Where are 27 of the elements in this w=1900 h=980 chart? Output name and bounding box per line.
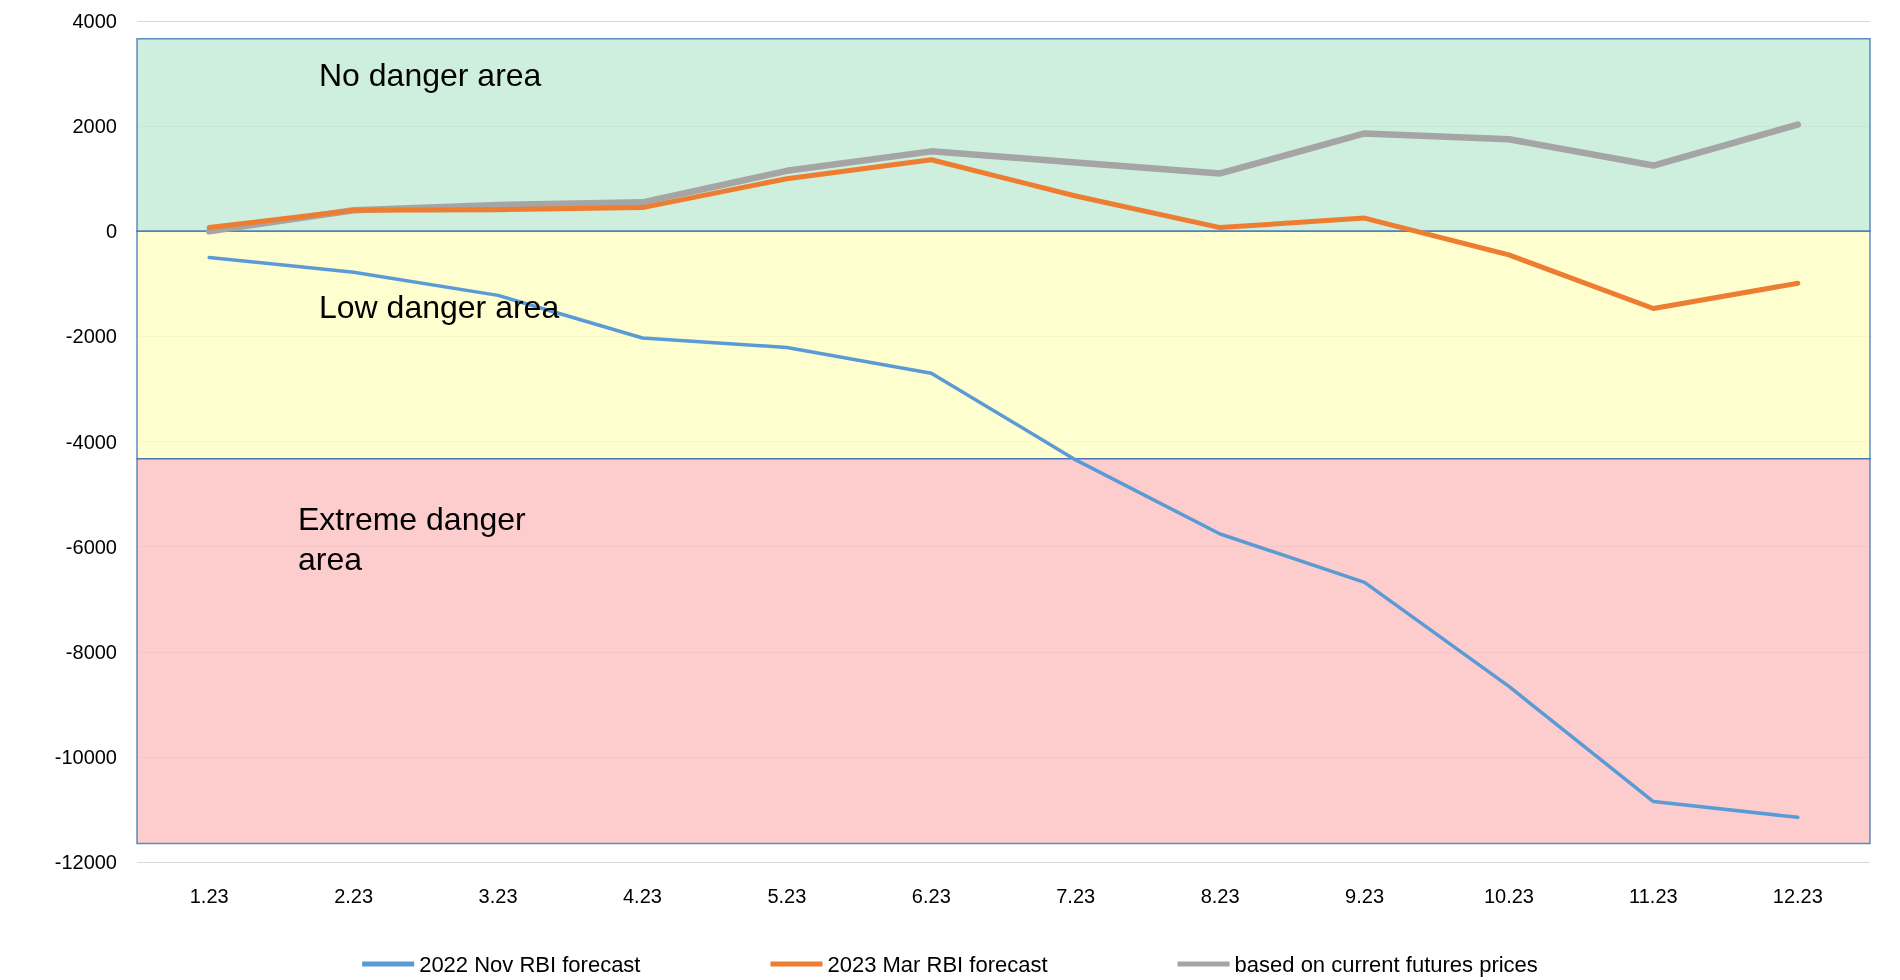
x-tick-label: 5.23 — [767, 885, 807, 907]
y-tick-label: 4000 — [72, 10, 117, 32]
y-tick-label: -6000 — [65, 535, 117, 558]
band-label: Extreme danger area — [298, 500, 527, 577]
legend-label: 2022 Nov RBI forecast — [419, 951, 641, 977]
x-tick-label: 7.23 — [1056, 885, 1096, 907]
y-tick-label: -2000 — [65, 325, 117, 348]
x-tick-label: 8.23 — [1200, 885, 1240, 907]
y-tick-label: -4000 — [65, 430, 117, 453]
y-tick-label: -8000 — [65, 640, 117, 663]
x-tick-label: 11.23 — [1629, 885, 1678, 907]
x-tick-label: 12.23 — [1772, 885, 1823, 907]
x-tick-label: 3.23 — [478, 885, 518, 907]
y-tick-label: 0 — [105, 220, 117, 243]
x-tick-label: 2.23 — [334, 885, 374, 907]
band-label: No danger area — [319, 56, 542, 93]
y-tick-label: -12000 — [54, 851, 117, 873]
x-tick-label: 10.23 — [1483, 885, 1534, 907]
y-tick-label: 2000 — [72, 115, 117, 138]
x-tick-label: 6.23 — [911, 885, 951, 907]
x-tick-label: 9.23 — [1345, 885, 1385, 907]
x-tick-label: 4.23 — [622, 885, 662, 907]
legend-label: 2023 Mar RBI forecast — [827, 951, 1048, 977]
legend-label: based on current futures prices — [1234, 951, 1538, 977]
line-series — [207, 255, 1800, 820]
x-tick-label: 1.23 — [189, 885, 229, 907]
y-tick-label: -10000 — [54, 745, 117, 768]
